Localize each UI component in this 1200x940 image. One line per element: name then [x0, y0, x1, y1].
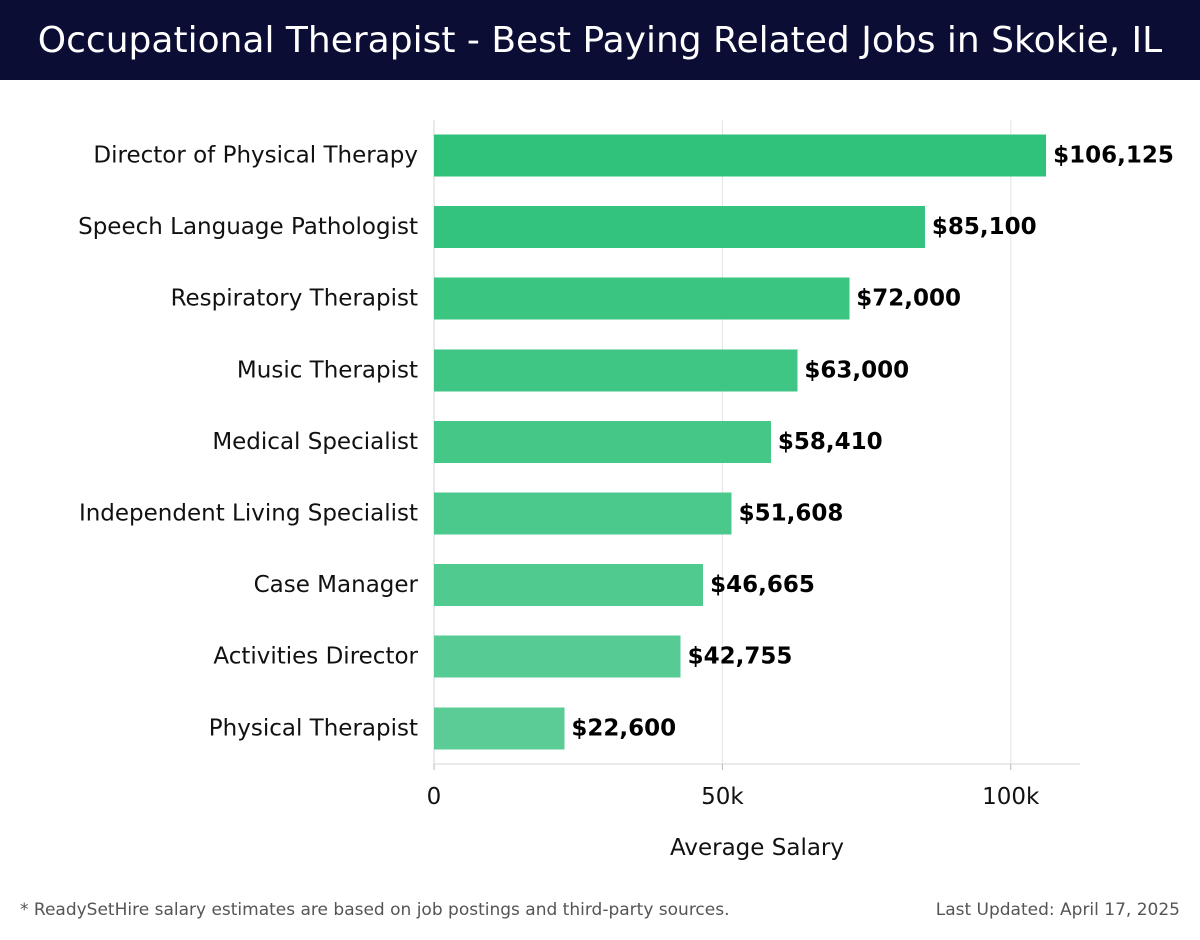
- bar: [434, 635, 681, 678]
- x-tick-label: 0: [427, 784, 442, 810]
- value-label: $46,665: [710, 572, 815, 598]
- chart-title: Occupational Therapist - Best Paying Rel…: [37, 19, 1163, 61]
- category-label: Speech Language Pathologist: [78, 214, 418, 240]
- bar-chart: Director of Physical Therapy $106,125 Spee…: [78, 120, 1174, 861]
- value-label: $72,000: [856, 286, 961, 312]
- last-updated: Last Updated: April 17, 2025: [935, 900, 1180, 920]
- footer-note: * ReadySetHire salary estimates are base…: [20, 900, 730, 920]
- x-tick-label: 100k: [982, 784, 1040, 810]
- value-label: $42,755: [688, 644, 793, 670]
- bar: [434, 277, 850, 320]
- bar: [434, 564, 704, 607]
- value-label: $22,600: [571, 715, 676, 741]
- bar: [434, 492, 732, 535]
- value-label: $58,410: [778, 429, 883, 455]
- bar: [434, 420, 771, 463]
- value-label: $106,125: [1053, 143, 1174, 169]
- x-tick-label: 50k: [701, 784, 744, 810]
- title-bar: Occupational Therapist - Best Paying Rel…: [0, 0, 1200, 80]
- category-label: Respiratory Therapist: [171, 286, 418, 312]
- category-label: Music Therapist: [237, 357, 418, 383]
- category-label: Independent Living Specialist: [79, 501, 418, 527]
- category-label: Medical Specialist: [212, 429, 418, 455]
- category-label: Physical Therapist: [209, 715, 418, 741]
- bar: [434, 134, 1047, 177]
- category-label: Case Manager: [254, 572, 419, 598]
- bar: [434, 349, 798, 392]
- x-axis-label: Average Salary: [670, 835, 844, 861]
- category-label: Director of Physical Therapy: [93, 143, 418, 169]
- category-label: Activities Director: [213, 644, 418, 670]
- value-label: $51,608: [739, 501, 844, 527]
- value-label: $63,000: [804, 357, 909, 383]
- bar: [434, 707, 565, 750]
- bar: [434, 206, 925, 249]
- value-label: $85,100: [932, 214, 1037, 240]
